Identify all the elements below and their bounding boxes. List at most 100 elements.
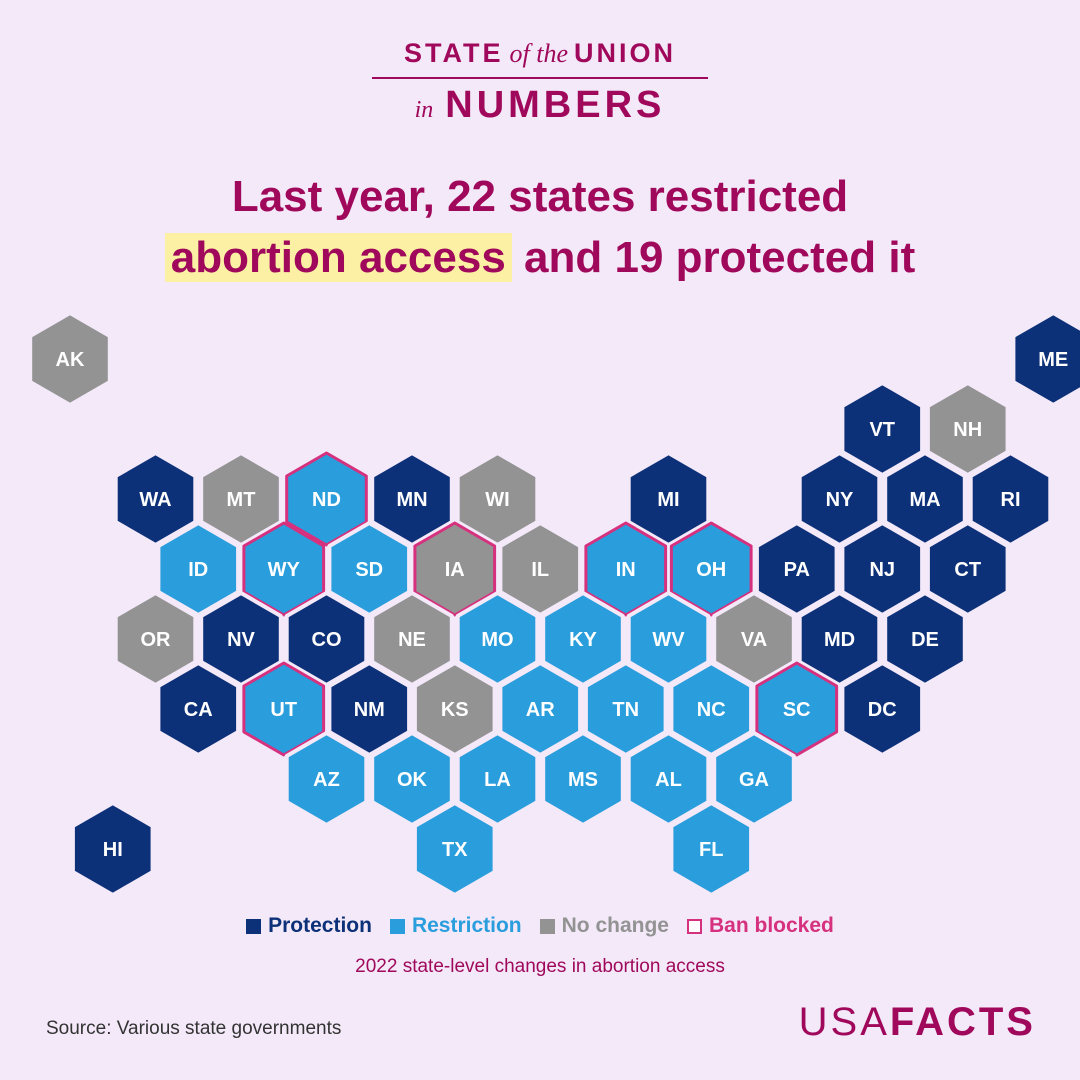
state-hex-shape [925, 521, 1010, 617]
state-hex-shape [797, 591, 882, 687]
state-hex-shape [70, 801, 155, 897]
state-hex-shape [669, 801, 754, 897]
source-note: Source: Various state governments [46, 1018, 342, 1039]
state-hex-il: IL [498, 521, 583, 617]
state-hex-ma: MA [883, 451, 967, 547]
state-hex-shape [883, 591, 967, 687]
brand-word-union: UNION [574, 38, 676, 68]
state-label: AL [655, 769, 682, 791]
state-hex-shape [541, 731, 625, 827]
state-hex-dc: DC [840, 661, 925, 757]
state-hex-nc: NC [669, 661, 754, 757]
legend-item-protection: Protection [246, 914, 372, 938]
state-hex-ms: MS [541, 731, 625, 827]
state-label: NH [953, 419, 982, 441]
state-hex-shape [242, 521, 326, 617]
brand-word-in: in [414, 97, 434, 123]
state-hex-shape [413, 521, 497, 617]
state-label: MD [824, 629, 855, 651]
legend-swatch [687, 918, 702, 934]
state-label: OR [141, 629, 172, 651]
state-hex-or: OR [113, 591, 198, 687]
state-label: ND [312, 489, 341, 511]
state-hex-ny: NY [797, 451, 882, 547]
state-hex-ri: RI [968, 451, 1053, 547]
state-label: ID [188, 559, 208, 581]
state-hex-shape [28, 311, 112, 407]
legend: Protection Restriction No change Ban blocke… [0, 914, 1080, 938]
state-label: CA [184, 699, 213, 721]
state-hex-shape [156, 521, 241, 617]
state-hex-me: ME [1011, 311, 1080, 407]
headline-line-2: abortion access and 19 protected it [0, 233, 1080, 283]
state-hex-mn: MN [370, 451, 454, 547]
state-hex-shape [584, 521, 668, 617]
state-hex-shape [840, 521, 925, 617]
legend-label: Protection [268, 914, 372, 937]
legend-item-no-change: No change [539, 914, 669, 938]
brand-word-of-the: of the [509, 39, 569, 68]
state-hex-shape [199, 451, 283, 547]
state-label: MS [568, 769, 598, 791]
state-label: WV [652, 629, 685, 651]
state-label: IN [616, 559, 636, 581]
state-hex-shape [284, 591, 369, 687]
state-hex-ga: GA [712, 731, 796, 827]
state-hex-ar: AR [498, 661, 583, 757]
state-label: WI [485, 489, 509, 511]
state-hex-ok: OK [370, 731, 454, 827]
state-hex-wy: WY [242, 521, 326, 617]
state-hex-ky: KY [541, 591, 625, 687]
state-hex-tn: TN [583, 661, 668, 757]
state-label: DC [868, 699, 897, 721]
state-label: KY [569, 629, 597, 651]
state-label: KS [441, 699, 469, 721]
state-label: OK [397, 769, 428, 791]
brand-word-numbers: NUMBERS [445, 84, 666, 126]
state-hex-ct: CT [925, 521, 1010, 617]
state-hex-shape [1011, 311, 1080, 407]
state-label: MN [396, 489, 427, 511]
state-label: CT [954, 559, 981, 581]
state-hex-shape [455, 451, 540, 547]
state-label: UT [270, 699, 297, 721]
state-hex-shape [113, 591, 198, 687]
state-hex-wa: WA [113, 451, 198, 547]
state-label: SC [783, 699, 811, 721]
state-hex-shape [113, 451, 198, 547]
state-hex-vt: VT [840, 381, 925, 477]
state-hex-shape [968, 451, 1053, 547]
state-label: MT [227, 489, 256, 511]
state-hex-shape [712, 591, 796, 687]
state-label: IL [531, 559, 549, 581]
map-subtitle: 2022 state-level changes in abortion acc… [355, 956, 725, 977]
legend-label: Restriction [411, 914, 522, 937]
state-hex-shape [840, 381, 925, 477]
state-hex-nh: NH [925, 381, 1010, 477]
state-hex-sc: SC [755, 661, 839, 757]
state-label: ME [1038, 349, 1068, 371]
state-label: AR [526, 699, 555, 721]
state-label: SD [355, 559, 383, 581]
state-label: AK [56, 349, 85, 371]
state-hex-in: IN [584, 521, 668, 617]
state-hex-ak: AK [28, 311, 112, 407]
state-label: NM [354, 699, 385, 721]
brand-line-1: STATE of the UNION [0, 38, 1080, 69]
state-label: DE [911, 629, 939, 651]
state-hex-nm: NM [327, 661, 412, 757]
state-hex-mt: MT [199, 451, 283, 547]
state-hex-sd: SD [327, 521, 412, 617]
legend-label: Ban blocked [709, 914, 834, 937]
state-hex-shape [370, 591, 454, 687]
state-hex-id: ID [156, 521, 241, 617]
state-label: CO [312, 629, 342, 651]
state-hex-shape [883, 451, 967, 547]
state-label: NY [826, 489, 854, 511]
state-hex-shape [925, 381, 1010, 477]
state-hex-hi: HI [70, 801, 155, 897]
state-hex-md: MD [797, 591, 882, 687]
state-hex-nd: ND [285, 451, 368, 547]
state-label: LA [484, 769, 511, 791]
state-hex-shape [797, 451, 882, 547]
